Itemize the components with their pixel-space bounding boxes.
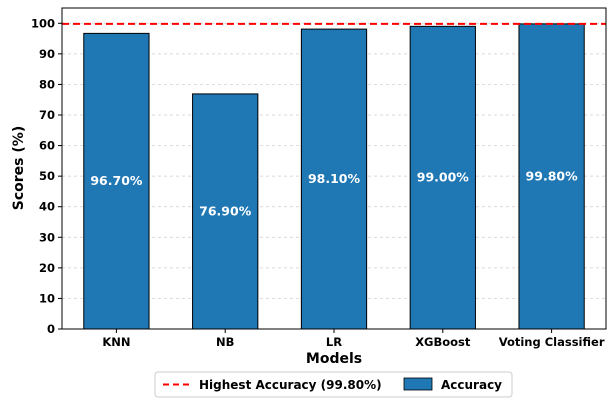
y-tick-label: 30 [39,230,55,244]
legend: Highest Accuracy (99.80%) Accuracy [155,372,512,397]
x-axis-title: Models [306,351,362,367]
x-tick-labels: KNN NB LR XGBoost Voting Classifier [102,335,605,349]
bar-value-label: 98.10% [308,171,361,186]
y-tick-label: 20 [39,261,55,275]
y-tick-label: 0 [47,322,55,336]
x-tick-label: Voting Classifier [499,335,605,349]
bar-value-label: 96.70% [90,173,143,188]
x-tick-label: XGBoost [415,335,471,349]
y-axis-title: Scores (%) [11,126,27,210]
y-tick-label: 60 [39,139,55,153]
legend-accuracy-swatch [404,378,432,390]
legend-accuracy-label: Accuracy [441,378,502,392]
y-tick-label: 40 [39,200,55,214]
y-tick-label: 80 [39,77,55,91]
y-tick-label: 10 [39,291,55,305]
y-tick-label: 100 [31,16,55,30]
legend-reference-label: Highest Accuracy (99.80%) [199,378,382,392]
bar-value-label: 76.90% [199,203,252,218]
y-tick-label: 50 [39,169,55,183]
y-tick-labels: 0 10 20 30 40 50 60 70 80 90 100 [31,16,55,336]
x-tick-label: NB [216,335,234,349]
x-tick-label: LR [326,335,342,349]
y-tick-label: 70 [39,108,55,122]
x-tick-label: KNN [102,335,130,349]
y-tick-label: 90 [39,47,55,61]
bar-value-label: 99.80% [526,168,579,183]
bar-value-label: 99.00% [417,170,470,185]
